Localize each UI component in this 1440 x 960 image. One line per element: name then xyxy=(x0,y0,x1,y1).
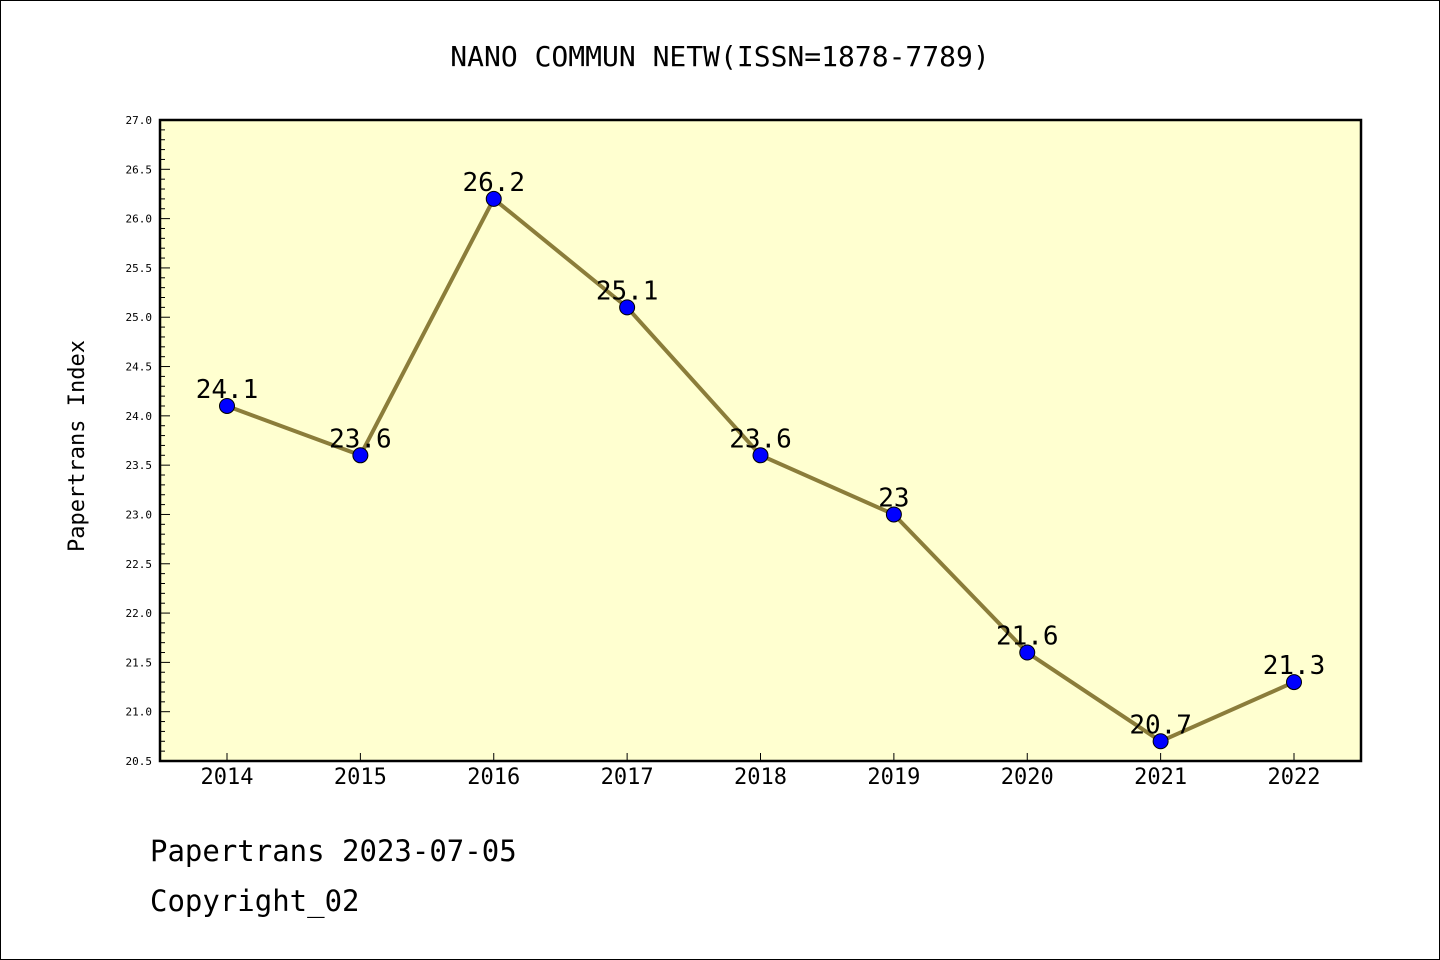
y-tick-label: 24.5 xyxy=(126,361,153,374)
data-point-marker xyxy=(485,190,502,207)
y-axis-label: Papertrans Index xyxy=(65,340,90,552)
data-point-marker xyxy=(1019,644,1036,661)
data-label: 26.2 xyxy=(462,168,525,198)
y-axis: 20.5 21.0 21.5 22.0 22.5 23.0 23.5 24.0 24.5 25.0… xyxy=(126,114,170,768)
x-tick-label: 2018 xyxy=(734,765,787,790)
x-tick-label: 2022 xyxy=(1268,765,1321,790)
data-point-marker xyxy=(619,299,636,316)
x-axis: 2014 2015 2016 2017 2018 2019 2020 2021 2022 xyxy=(201,753,1321,790)
data-point-marker xyxy=(885,506,902,523)
data-label: 21.3 xyxy=(1263,651,1326,681)
y-tick-label: 25.5 xyxy=(126,262,153,275)
y-tick-label: 23.5 xyxy=(126,459,153,472)
footer-copyright: Copyright_02 xyxy=(150,884,360,918)
x-tick-label: 2017 xyxy=(601,765,654,790)
y-tick-label: 21.5 xyxy=(126,656,153,669)
y-tick-label: 24.0 xyxy=(126,410,153,423)
plot-area xyxy=(158,118,1363,763)
y-tick-label: 22.0 xyxy=(126,607,153,620)
data-label: 24.1 xyxy=(196,375,259,405)
x-tick-label: 2015 xyxy=(334,765,387,790)
data-label: 20.7 xyxy=(1129,710,1192,740)
data-point-marker xyxy=(1286,674,1302,691)
footer-date: Papertrans 2023-07-05 xyxy=(150,834,517,868)
chart-title: NANO COMMUN NETW(ISSN=1878-7789) xyxy=(450,40,989,73)
data-label: 23.6 xyxy=(329,424,392,454)
y-tick-label: 26.0 xyxy=(126,213,153,226)
data-point-marker xyxy=(352,447,369,464)
y-tick-label: 23.0 xyxy=(126,508,153,521)
x-tick-label: 2016 xyxy=(467,765,520,790)
data-label: 23.6 xyxy=(729,424,792,454)
y-tick-label: 26.5 xyxy=(126,163,153,176)
data-label: 23 xyxy=(878,483,909,513)
y-tick-label: 25.0 xyxy=(126,311,153,324)
data-point-marker xyxy=(219,397,235,414)
y-tick-label: 22.5 xyxy=(126,558,153,571)
data-point-marker xyxy=(1152,733,1169,750)
x-tick-label: 2020 xyxy=(1001,765,1054,790)
data-point-marker xyxy=(752,447,769,464)
x-tick-label: 2019 xyxy=(867,765,920,790)
x-tick-label: 2021 xyxy=(1134,765,1187,790)
y-tick-label: 27.0 xyxy=(126,114,153,127)
x-tick-label: 2014 xyxy=(201,765,254,790)
y-tick-label: 21.0 xyxy=(126,706,153,719)
series-line-group: 24.1 23.6 26.2 25.1 23.6 23 21.6 20.7 21.3 xyxy=(196,168,1326,750)
y-tick-label: 20.5 xyxy=(126,755,153,768)
data-label: 25.1 xyxy=(596,276,659,306)
data-label: 21.6 xyxy=(996,622,1059,652)
